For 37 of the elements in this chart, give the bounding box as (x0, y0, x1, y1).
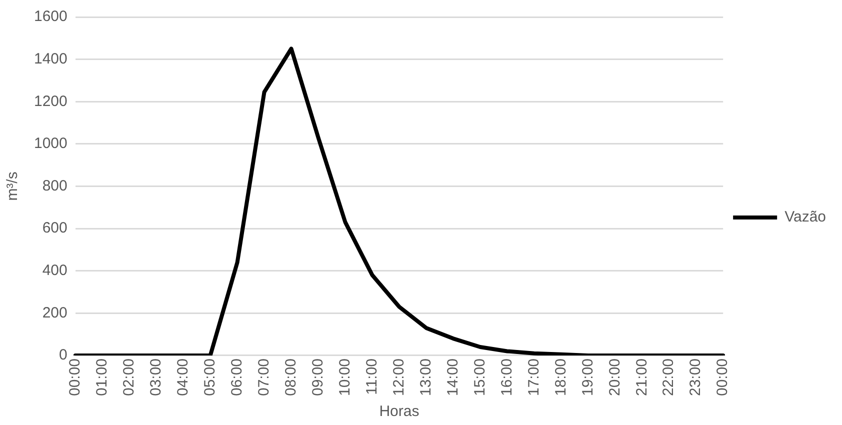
x-tick-label: 17:00 (525, 358, 542, 396)
x-tick-label: 02:00 (120, 358, 138, 396)
x-tick-label: 19:00 (579, 358, 596, 396)
x-tick-label: 16:00 (498, 358, 516, 396)
x-axis-title: Horas (379, 403, 420, 420)
x-tick-label: 18:00 (552, 358, 570, 396)
x-tick-label: 23:00 (687, 358, 704, 396)
x-tick-label: 22:00 (660, 358, 678, 396)
legend-label: Vazão (784, 208, 826, 226)
x-tick-label: 01:00 (94, 358, 110, 396)
x-tick-label: 03:00 (147, 358, 164, 396)
y-tick-label: 1600 (34, 8, 68, 26)
x-tick-label: 11:00 (363, 358, 380, 395)
y-tick-label: 400 (42, 262, 68, 279)
y-tick-label: 0 (59, 346, 68, 364)
y-tick-label: 1400 (34, 50, 68, 68)
x-tick-label: 00:00 (714, 358, 732, 396)
x-tick-label: 20:00 (606, 358, 624, 396)
x-tick-label: 15:00 (471, 358, 488, 396)
x-tick-label: 14:00 (444, 358, 462, 396)
x-tick-label: 06:00 (228, 358, 246, 396)
x-tick-label: 10:00 (336, 358, 354, 396)
x-tick-label: 08:00 (282, 358, 300, 396)
x-tick-label: 21:00 (633, 358, 650, 396)
x-tick-label: 09:00 (309, 358, 326, 396)
x-tick-label: 05:00 (201, 358, 218, 396)
y-tick-label: 800 (42, 177, 68, 194)
x-tick-label: 00:00 (66, 358, 84, 396)
y-tick-label: 1200 (34, 92, 68, 110)
y-tick-label: 600 (42, 220, 68, 237)
y-axis-title: m³/s (4, 172, 22, 201)
x-tick-label: 07:00 (255, 358, 272, 396)
x-tick-label: 04:00 (174, 358, 192, 396)
y-tick-label: 200 (42, 304, 68, 322)
x-tick-label: 13:00 (417, 358, 434, 396)
x-tick-label: 12:00 (390, 358, 408, 396)
y-tick-label: 1000 (34, 135, 68, 152)
